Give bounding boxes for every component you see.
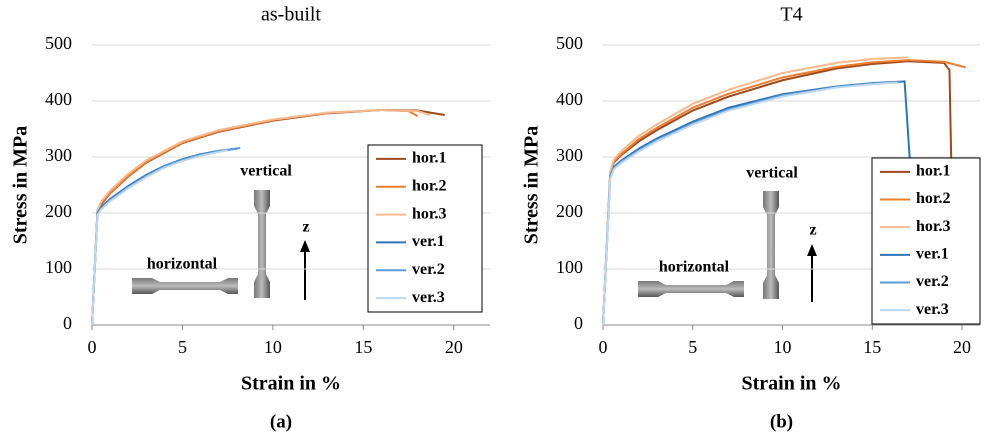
y-axis-label: Stress in MPa xyxy=(10,126,32,245)
y-tick-label: 200 xyxy=(556,201,583,221)
annotation: z xyxy=(809,222,816,239)
annotation: horizontal xyxy=(659,259,730,276)
legend-label: hor.1 xyxy=(916,163,951,180)
x-tick-label: 5 xyxy=(178,337,187,357)
y-tick-label: 0 xyxy=(63,313,72,333)
legend-label: ver.1 xyxy=(916,246,949,263)
x-tick-label: 10 xyxy=(774,337,792,357)
legend-label: ver.3 xyxy=(916,301,949,318)
y-tick-label: 300 xyxy=(45,145,72,165)
y-tick-label: 300 xyxy=(556,145,583,165)
data-line xyxy=(602,56,909,326)
legend-label: ver.1 xyxy=(412,233,445,250)
x-tick-label: 20 xyxy=(445,337,463,357)
x-tick-label: 0 xyxy=(88,337,97,357)
y-tick-label: 500 xyxy=(556,33,583,53)
specimen-icons xyxy=(132,190,817,302)
y-tick-label: 100 xyxy=(556,257,583,277)
x-tick-label: 0 xyxy=(599,337,608,357)
y-tick-label: 200 xyxy=(45,201,72,221)
legend-label: hor.2 xyxy=(412,177,447,194)
x-tick-label: 20 xyxy=(953,337,971,357)
annotation: z xyxy=(302,219,309,236)
annotation: vertical xyxy=(240,163,292,180)
legend-label: hor.3 xyxy=(916,218,951,235)
legend-label: hor.1 xyxy=(412,150,447,167)
legend-label: ver.2 xyxy=(916,273,949,290)
legend-box xyxy=(871,157,981,325)
legend-label: hor.3 xyxy=(412,205,447,222)
legend-box xyxy=(367,144,483,313)
data-line xyxy=(602,81,898,326)
x-axis-label: Strain in % xyxy=(241,373,341,395)
y-tick-label: 400 xyxy=(556,89,583,109)
legend-label: hor.2 xyxy=(916,190,951,207)
y-tick-label: 500 xyxy=(45,33,72,53)
y-axis-label: Stress in MPa xyxy=(521,126,543,245)
y-tick-label: 0 xyxy=(574,313,583,333)
data-line xyxy=(91,147,237,326)
x-tick-label: 15 xyxy=(354,337,372,357)
legend-label: ver.2 xyxy=(412,261,445,278)
x-axis-label: Strain in % xyxy=(741,373,841,395)
x-tick-label: 10 xyxy=(264,337,282,357)
data-line xyxy=(91,147,241,326)
data-line xyxy=(91,108,431,326)
data-line xyxy=(602,59,966,326)
x-tick-label: 15 xyxy=(863,337,881,357)
caption: (a) xyxy=(270,411,292,432)
annotation: horizontal xyxy=(147,256,218,273)
chart-title: T4 xyxy=(780,4,802,26)
annotation: vertical xyxy=(746,165,798,182)
x-tick-label: 5 xyxy=(688,337,697,357)
y-tick-label: 400 xyxy=(45,89,72,109)
chart-title: as-built xyxy=(261,4,321,26)
y-tick-label: 100 xyxy=(45,257,72,277)
caption: (b) xyxy=(770,411,793,432)
data-line xyxy=(91,149,228,326)
legend-label: ver.3 xyxy=(412,289,445,306)
